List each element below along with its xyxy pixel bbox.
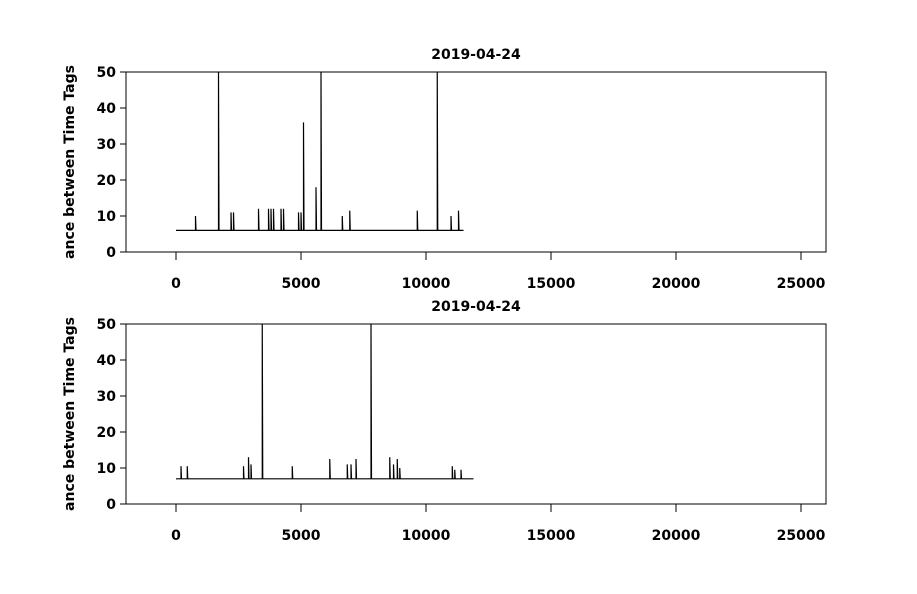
y-tick-label: 10 [97, 209, 117, 225]
y-tick-label: 40 [97, 101, 117, 117]
y-tick-label: 0 [106, 497, 116, 513]
y-axis-label: ance between Time Tags [62, 65, 78, 259]
y-tick-label: 40 [97, 353, 117, 369]
x-tick-label: 15000 [527, 528, 576, 544]
y-tick-label: 30 [97, 389, 117, 405]
x-tick-label: 25000 [777, 276, 826, 292]
x-tick-label: 15000 [527, 276, 576, 292]
x-tick-label: 0 [171, 276, 181, 292]
y-axis-label: ance between Time Tags [62, 317, 78, 511]
plot-frame [125, 323, 827, 505]
y-tick-label: 50 [97, 317, 117, 333]
data-line [176, 323, 474, 480]
x-tick-label: 5000 [282, 528, 321, 544]
y-tick-label: 50 [97, 65, 117, 81]
y-tick-label: 0 [106, 245, 116, 261]
x-tick-label: 25000 [777, 528, 826, 544]
x-tick-label: 5000 [282, 276, 321, 292]
chart-title: 2019-04-24 [431, 299, 521, 315]
x-tick-label: 0 [171, 528, 181, 544]
data-line [176, 71, 464, 231]
y-tick-label: 20 [97, 173, 117, 189]
y-tick-label: 30 [97, 137, 117, 153]
x-tick-label: 10000 [402, 528, 451, 544]
x-tick-label: 20000 [652, 528, 701, 544]
y-tick-label: 20 [97, 425, 117, 441]
y-tick-label: 10 [97, 461, 117, 477]
chart-title: 2019-04-24 [431, 47, 521, 63]
x-tick-label: 10000 [402, 276, 451, 292]
plot-frame [125, 71, 827, 253]
x-tick-label: 20000 [652, 276, 701, 292]
